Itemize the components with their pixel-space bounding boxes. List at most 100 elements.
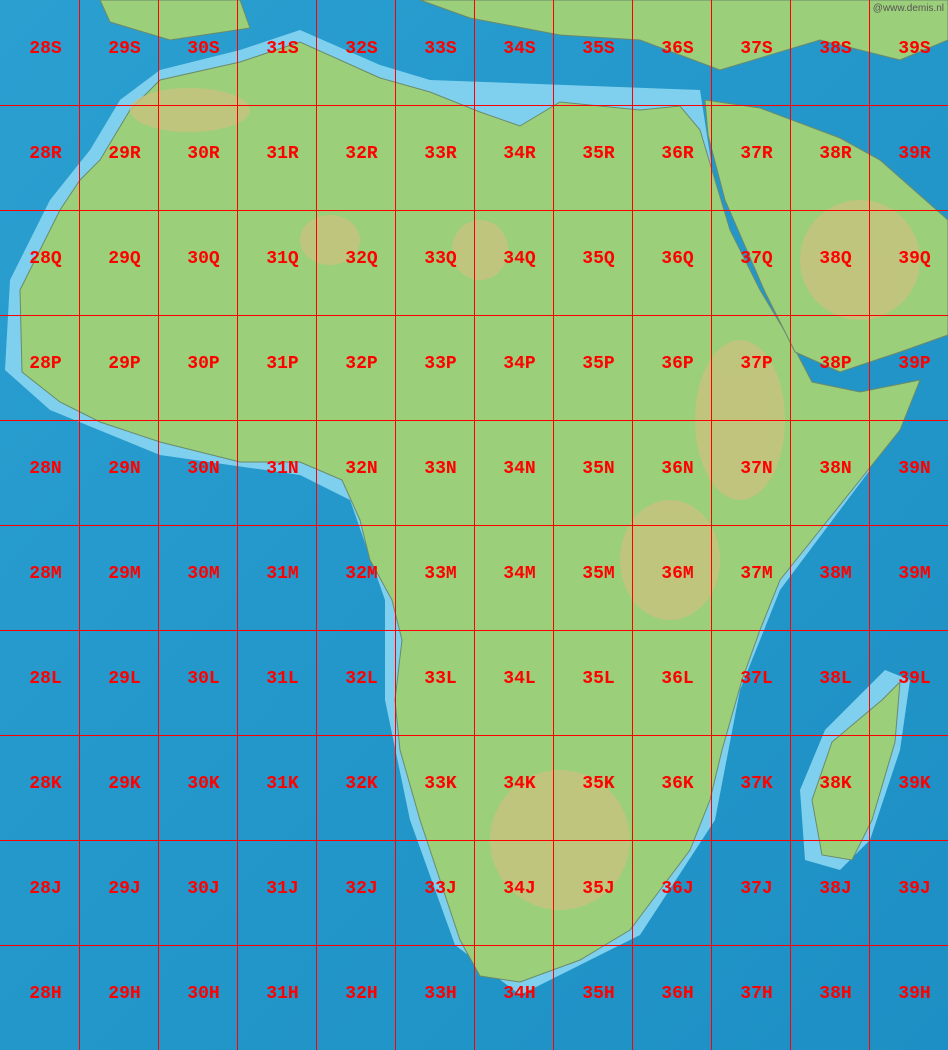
zone-label-33Q: 33Q <box>424 249 457 269</box>
zone-label-35S: 35S <box>582 39 615 59</box>
zone-label-37L: 37L <box>740 669 773 689</box>
zone-label-31P: 31P <box>266 354 299 374</box>
europe-iberia <box>99 0 251 41</box>
zone-label-34Q: 34Q <box>503 249 536 269</box>
zone-label-32K: 32K <box>345 774 378 794</box>
zone-label-31J: 31J <box>266 879 299 899</box>
zone-label-30M: 30M <box>187 564 220 584</box>
zone-label-29M: 29M <box>108 564 141 584</box>
zone-label-33K: 33K <box>424 774 457 794</box>
zone-label-36Q: 36Q <box>661 249 694 269</box>
zone-label-28N: 28N <box>29 459 62 479</box>
zone-label-33R: 33R <box>424 144 457 164</box>
zone-label-36J: 36J <box>661 879 694 899</box>
zone-label-39K: 39K <box>898 774 931 794</box>
zone-label-32J: 32J <box>345 879 378 899</box>
zone-label-35P: 35P <box>582 354 615 374</box>
zone-label-30Q: 30Q <box>187 249 220 269</box>
zone-label-30L: 30L <box>187 669 220 689</box>
zone-label-34J: 34J <box>503 879 536 899</box>
zone-label-35J: 35J <box>582 879 615 899</box>
zone-label-37N: 37N <box>740 459 773 479</box>
zone-label-39Q: 39Q <box>898 249 931 269</box>
zone-label-38S: 38S <box>819 39 852 59</box>
zone-label-37S: 37S <box>740 39 773 59</box>
zone-label-34K: 34K <box>503 774 536 794</box>
zone-label-30J: 30J <box>187 879 220 899</box>
zone-label-32L: 32L <box>345 669 378 689</box>
zone-label-36P: 36P <box>661 354 694 374</box>
zone-label-35H: 35H <box>582 984 615 1004</box>
zone-label-29N: 29N <box>108 459 141 479</box>
zone-label-36R: 36R <box>661 144 694 164</box>
zone-label-36K: 36K <box>661 774 694 794</box>
zone-label-29L: 29L <box>108 669 141 689</box>
zone-label-28K: 28K <box>29 774 62 794</box>
zone-label-36S: 36S <box>661 39 694 59</box>
zone-label-30H: 30H <box>187 984 220 1004</box>
zone-label-34L: 34L <box>503 669 536 689</box>
zone-label-39L: 39L <box>898 669 931 689</box>
zone-label-37P: 37P <box>740 354 773 374</box>
zone-label-39S: 39S <box>898 39 931 59</box>
zone-label-32R: 32R <box>345 144 378 164</box>
zone-label-34S: 34S <box>503 39 536 59</box>
zone-label-30R: 30R <box>187 144 220 164</box>
zone-label-29H: 29H <box>108 984 141 1004</box>
zone-label-39M: 39M <box>898 564 931 584</box>
zone-label-39R: 39R <box>898 144 931 164</box>
zone-label-29S: 29S <box>108 39 141 59</box>
zone-label-37K: 37K <box>740 774 773 794</box>
zone-label-35M: 35M <box>582 564 615 584</box>
zone-label-35Q: 35Q <box>582 249 615 269</box>
zone-label-35R: 35R <box>582 144 615 164</box>
zone-label-28M: 28M <box>29 564 62 584</box>
zone-label-38K: 38K <box>819 774 852 794</box>
zone-label-33H: 33H <box>424 984 457 1004</box>
zone-label-29Q: 29Q <box>108 249 141 269</box>
zone-label-37H: 37H <box>740 984 773 1004</box>
zone-label-30N: 30N <box>187 459 220 479</box>
zone-label-32P: 32P <box>345 354 378 374</box>
zone-label-34N: 34N <box>503 459 536 479</box>
zone-label-32Q: 32Q <box>345 249 378 269</box>
zone-label-32H: 32H <box>345 984 378 1004</box>
zone-label-31Q: 31Q <box>266 249 299 269</box>
europe-balkans-anatolia <box>419 0 948 71</box>
zone-label-39J: 39J <box>898 879 931 899</box>
zone-label-30S: 30S <box>187 39 220 59</box>
watermark: @www.demis.nl <box>872 3 944 14</box>
zone-label-38N: 38N <box>819 459 852 479</box>
zone-label-29K: 29K <box>108 774 141 794</box>
zone-label-28Q: 28Q <box>29 249 62 269</box>
zone-label-39N: 39N <box>898 459 931 479</box>
zone-label-37Q: 37Q <box>740 249 773 269</box>
zone-label-36L: 36L <box>661 669 694 689</box>
zone-label-32S: 32S <box>345 39 378 59</box>
madagascar <box>811 680 901 861</box>
zone-label-31L: 31L <box>266 669 299 689</box>
zone-label-33S: 33S <box>424 39 457 59</box>
zone-label-33L: 33L <box>424 669 457 689</box>
zone-label-32N: 32N <box>345 459 378 479</box>
zone-label-33N: 33N <box>424 459 457 479</box>
zone-label-39P: 39P <box>898 354 931 374</box>
zone-label-29R: 29R <box>108 144 141 164</box>
zone-label-38M: 38M <box>819 564 852 584</box>
zone-label-31M: 31M <box>266 564 299 584</box>
zone-label-38R: 38R <box>819 144 852 164</box>
zone-label-36H: 36H <box>661 984 694 1004</box>
zone-label-28S: 28S <box>29 39 62 59</box>
zone-label-34M: 34M <box>503 564 536 584</box>
zone-label-31R: 31R <box>266 144 299 164</box>
zone-label-38H: 38H <box>819 984 852 1004</box>
zone-label-38P: 38P <box>819 354 852 374</box>
zone-label-28L: 28L <box>29 669 62 689</box>
zone-label-38Q: 38Q <box>819 249 852 269</box>
zone-label-29P: 29P <box>108 354 141 374</box>
zone-label-35K: 35K <box>582 774 615 794</box>
zone-label-37R: 37R <box>740 144 773 164</box>
zone-label-33M: 33M <box>424 564 457 584</box>
